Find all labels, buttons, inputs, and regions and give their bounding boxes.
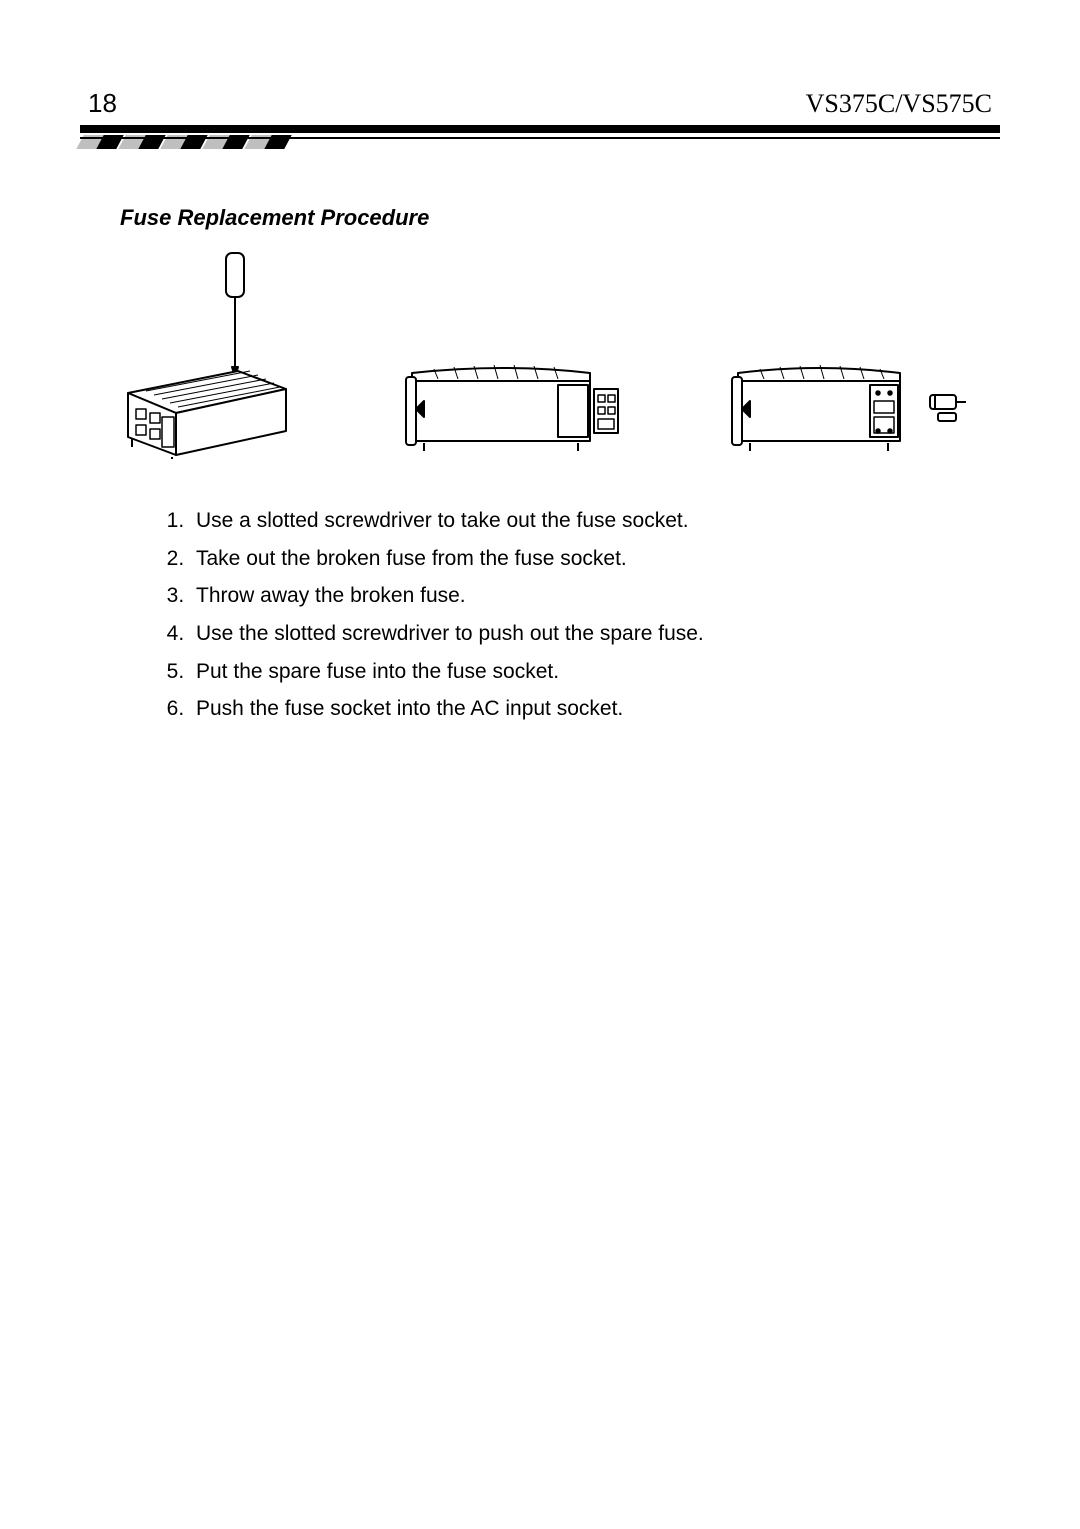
figure-1 (108, 249, 308, 459)
section-title: Fuse Replacement Procedure (120, 205, 1000, 231)
step-item: Throw away the broken fuse. (190, 578, 940, 614)
model-label: VS375C/VS575C (806, 89, 992, 119)
device-socket-eject-icon (394, 359, 634, 459)
device-with-screwdriver-icon (108, 249, 308, 459)
header-slash-ornament (80, 135, 290, 149)
step-item: Push the fuse socket into the AC input s… (190, 691, 940, 727)
header-rule (80, 125, 1000, 147)
figure-row (80, 249, 1000, 459)
device-socket-removed-icon (720, 359, 980, 459)
step-item: Take out the broken fuse from the fuse s… (190, 541, 940, 577)
figure-2 (394, 359, 634, 459)
step-item: Put the spare fuse into the fuse socket. (190, 654, 940, 690)
step-item: Use the slotted screwdriver to push out … (190, 616, 940, 652)
header-row: 18 VS375C/VS575C (80, 88, 1000, 123)
page-number: 18 (88, 88, 117, 119)
procedure-steps: Use a slotted screwdriver to take out th… (190, 503, 940, 727)
header-rule-thick (80, 125, 1000, 133)
step-item: Use a slotted screwdriver to take out th… (190, 503, 940, 539)
figure-3 (720, 359, 980, 459)
page-root: 18 VS375C/VS575C Fuse Replacement Proced… (0, 0, 1080, 789)
